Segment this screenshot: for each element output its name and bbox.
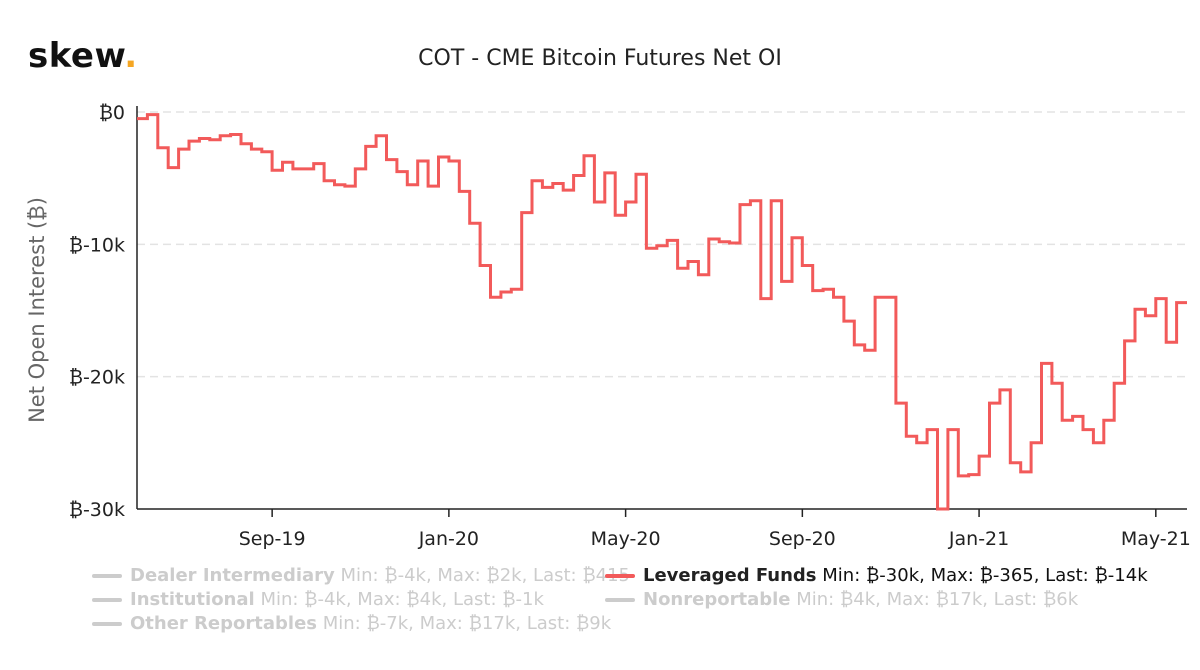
legend-item-institutional[interactable]: Institutional Min: ₿-4k, Max: ₿4k, Last:…	[92, 589, 544, 610]
series-group	[137, 113, 1187, 511]
x-tick-label: Sep-19	[239, 528, 306, 550]
y-axis-label: Net Open Interest (₿)	[25, 197, 49, 423]
x-axis-ticks: Sep-19 Jan-20 May-20 Sep-20 Jan-21 May-21	[239, 509, 1191, 550]
legend-item-dealer-intermediary[interactable]: Dealer Intermediary Min: ₿-4k, Max: ₿2k,…	[92, 565, 630, 586]
legend-swatch	[92, 598, 122, 602]
x-tick-label: Jan-21	[948, 528, 1009, 550]
y-tick-label: ₿-20k	[69, 367, 125, 389]
legend-swatch	[92, 622, 122, 626]
skew-logo: skew.	[28, 36, 138, 76]
legend-item-other-reportables[interactable]: Other Reportables Min: ₿-7k, Max: ₿17k, …	[92, 613, 611, 634]
legend-swatch	[605, 574, 635, 578]
x-tick-label: Jan-20	[418, 528, 479, 550]
legend-item-leveraged-funds[interactable]: Leveraged Funds Min: ₿-30k, Max: ₿-365, …	[605, 565, 1148, 586]
legend-item-nonreportable[interactable]: Nonreportable Min: ₿4k, Max: ₿17k, Last:…	[605, 589, 1078, 610]
series-line-leveraged-funds[interactable]	[137, 113, 1187, 511]
x-tick-label: Sep-20	[769, 528, 836, 550]
y-tick-label: ₿0	[99, 102, 125, 124]
y-tick-label: ₿-10k	[69, 234, 125, 256]
chart-title: COT - CME Bitcoin Futures Net OI	[418, 46, 782, 71]
legend-swatch	[92, 574, 122, 578]
x-tick-label: May-20	[591, 528, 661, 550]
y-tick-label: ₿-30k	[69, 499, 125, 521]
grid-lines	[136, 106, 1187, 510]
legend-swatch	[605, 598, 635, 602]
y-axis-ticks: ₿0 ₿-10k ₿-20k ₿-30k	[69, 102, 125, 521]
x-tick-label: May-21	[1121, 528, 1191, 550]
